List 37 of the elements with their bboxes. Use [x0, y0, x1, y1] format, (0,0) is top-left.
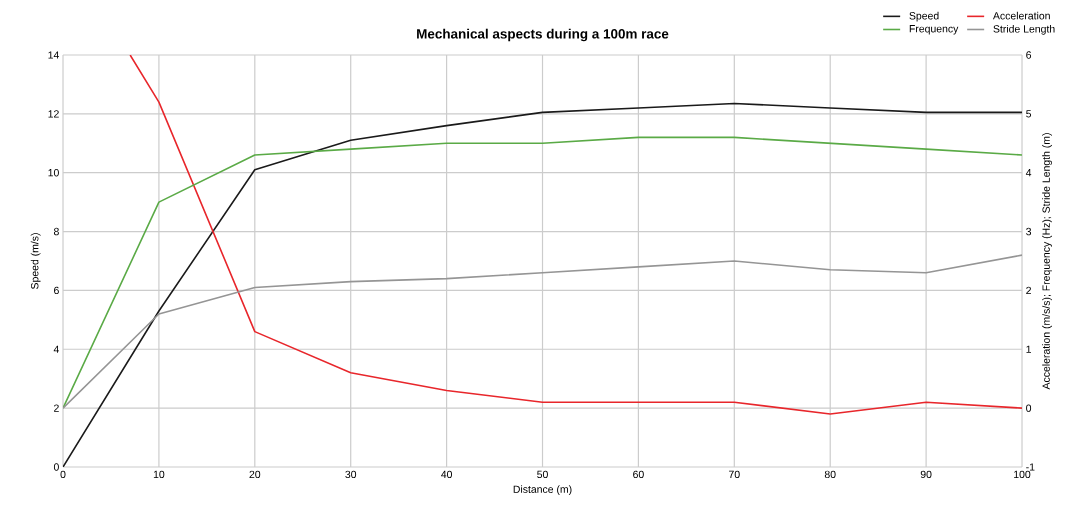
y2-tick-label: 6: [1026, 51, 1032, 59]
y2-tick-label: 1: [1026, 345, 1031, 353]
y2-tick-label: -1: [1026, 463, 1035, 471]
y-tick-label: 14: [48, 51, 59, 59]
y-tick-label: 12: [48, 110, 59, 118]
x-tick-label: 10: [153, 470, 165, 479]
y2-tick-label: 0: [1026, 404, 1032, 412]
y-axis-title: Speed (m/s): [30, 233, 41, 289]
legend-label: Stride Length: [993, 24, 1055, 35]
y-tick-label: 2: [54, 404, 59, 412]
y-tick-label: 0: [53, 463, 59, 471]
x-tick-label: 30: [345, 470, 357, 479]
y2-tick-label: 5: [1026, 110, 1032, 118]
x-tick-label: 60: [633, 470, 644, 479]
y2-tick-label: 4: [1025, 169, 1032, 177]
y-tick-label: 4: [53, 345, 60, 353]
x-tick-label: 80: [824, 470, 836, 479]
y-tick-label: 6: [54, 286, 59, 295]
legend-label: Speed: [909, 11, 939, 22]
chart-title: Mechanical aspects during a 100m race: [417, 28, 669, 42]
y-tick-label: 10: [48, 169, 59, 177]
x-tick-label: 0: [60, 470, 66, 479]
x-tick-label: 40: [441, 470, 453, 479]
x-tick-label: 100: [1014, 470, 1031, 479]
line-series: [63, 254, 1023, 409]
legend-label: Acceleration: [992, 11, 1050, 20]
y2-tick-label: 2: [1026, 286, 1031, 295]
y-tick-label: 8: [53, 227, 59, 236]
x-tick-label: 50: [537, 470, 548, 479]
line-series: [63, 102, 1023, 467]
y2-axis-title: Acceleration (m/s/s); Frequency (Hz); Stride Length (m): [1042, 133, 1052, 390]
x-tick-label: 20: [249, 470, 261, 479]
x-tick-label: 90: [920, 470, 932, 479]
x-axis-title: Distance (m): [513, 485, 572, 495]
x-tick-label: 70: [729, 470, 740, 479]
y2-tick-label: 3: [1026, 227, 1032, 236]
legend-label: Frequency: [909, 25, 959, 35]
